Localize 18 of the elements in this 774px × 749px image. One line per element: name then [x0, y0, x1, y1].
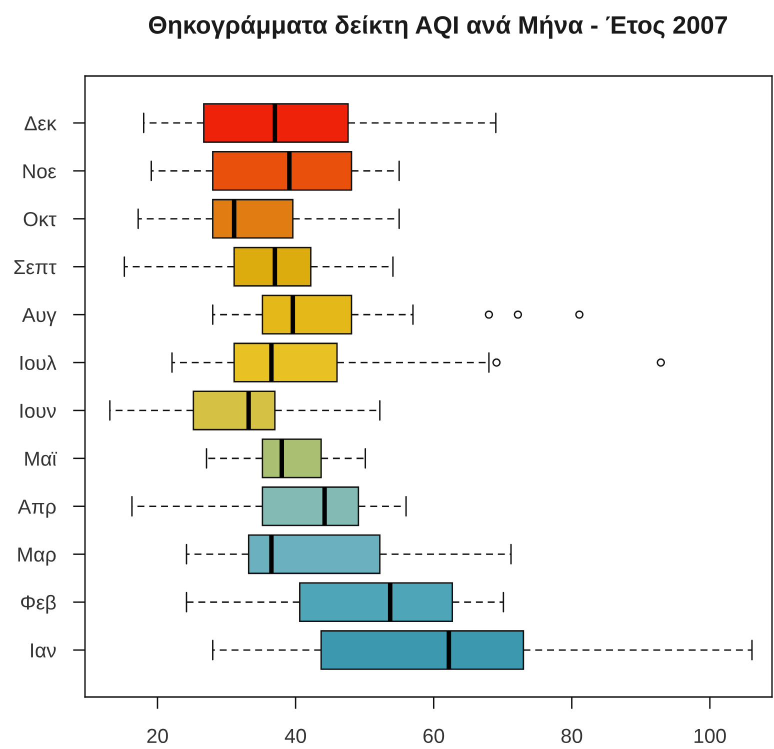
y-tick-label: Αυγ [22, 308, 56, 326]
y-tick-label: Σεπτ [14, 260, 56, 274]
y-tick-label: Νοε [23, 164, 56, 178]
y-tick-label: Απρ [18, 500, 56, 518]
y-tick-label: Ιαν [31, 643, 56, 658]
x-tick-label: 100 [694, 728, 726, 744]
y-tick-label: Μαρ [18, 548, 56, 566]
y-tick-label: Φεβ [21, 594, 56, 614]
x-tick-label: 60 [424, 728, 444, 744]
y-tick-label: Ιουλ [20, 355, 56, 370]
x-tick-label: 80 [561, 728, 582, 744]
x-tick-label: 20 [147, 728, 168, 744]
x-tick-label: 40 [284, 728, 306, 744]
y-tick-label: Μαϊ [25, 452, 58, 466]
chart-title: Θηκογράμματα δείκτη AQI ανά Μήνα - Έτος 2007 [148, 15, 727, 39]
y-tick-label: Οκτ [24, 212, 56, 226]
y-tick-label: Ιουν [20, 404, 56, 418]
y-tick-label: Δεκ [24, 116, 57, 130]
